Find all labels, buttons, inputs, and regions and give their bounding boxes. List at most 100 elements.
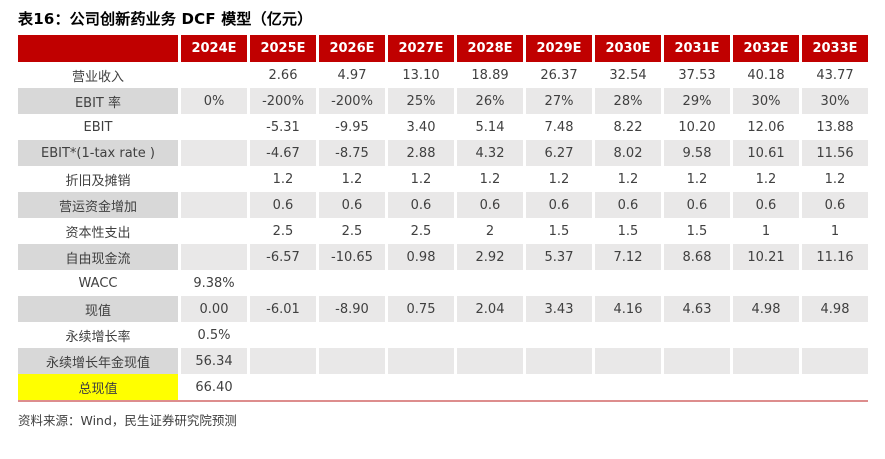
table-cell: 32.54 (609, 67, 647, 83)
column-header-2031E: 2031E (664, 35, 730, 62)
table-cell: 7.48 (544, 119, 574, 135)
row-label: WACC (78, 275, 118, 291)
table-cell: 0.6 (526, 192, 592, 218)
table-cell: 0.6 (664, 192, 730, 218)
table-cell (181, 244, 247, 270)
table-cell: 2 (485, 223, 495, 239)
table-cell: 4.97 (337, 67, 367, 83)
table-row: 折旧及摊销 1.2 1.2 1.2 1.2 1.2 1.2 1.2 1.2 1.2 (18, 166, 868, 192)
table-row: 营运资金增加 0.6 0.6 0.6 0.6 0.6 0.6 0.6 0.6 0.6 (18, 192, 868, 218)
table-cell: 8.22 (613, 119, 643, 135)
table-cell: 1.2 (272, 171, 294, 187)
table-row: 自由现金流 -6.57 -10.65 0.98 2.92 5.37 7.12 8.68 10.2… (18, 244, 868, 270)
table-cell (802, 348, 868, 374)
table-cell: 0.6 (319, 192, 385, 218)
table-cell (388, 374, 454, 400)
table-cell: 2.92 (457, 244, 523, 270)
table-cell (733, 270, 799, 296)
table-cell (664, 270, 730, 296)
table-row: WACC 9.38% (18, 270, 868, 296)
table-cell: 28% (595, 88, 661, 114)
table-cell: 30% (733, 88, 799, 114)
table-cell: 1.2 (548, 171, 570, 187)
table-cell: 29% (664, 88, 730, 114)
table-cell: 1.5 (548, 223, 570, 239)
table-cell: 10.20 (678, 119, 716, 135)
table-cell (733, 374, 799, 400)
table-cell (181, 140, 247, 166)
table-cell: 26.37 (540, 67, 578, 83)
table-cell: 11.16 (802, 244, 868, 270)
table-cell: 66.40 (195, 379, 233, 395)
table-cell: 1.2 (824, 171, 846, 187)
column-header-2029E: 2029E (526, 35, 592, 62)
table-cell: 43.77 (816, 67, 854, 83)
column-header-2024E: 2024E (181, 35, 247, 62)
table-row: 总现值 66.40 (18, 374, 868, 400)
table-cell (250, 322, 316, 348)
table-cell: 1.2 (686, 171, 708, 187)
table-cell: 0.6 (250, 192, 316, 218)
column-header-2030E: 2030E (595, 35, 661, 62)
table-cell (664, 374, 730, 400)
table-cell: -10.65 (319, 244, 385, 270)
table-cell (733, 348, 799, 374)
table-cell (181, 218, 247, 244)
table-cell: 8.02 (595, 140, 661, 166)
table-cell: 1.2 (341, 171, 363, 187)
table-cell: 4.63 (664, 296, 730, 322)
table-cell: 10.61 (733, 140, 799, 166)
table-cell: 13.10 (402, 67, 440, 83)
row-label: 永续增长率 (65, 329, 131, 345)
table-cell: 5.37 (526, 244, 592, 270)
table-cell: 9.38% (193, 275, 235, 291)
row-label: 总现值 (18, 374, 178, 400)
table-cell (181, 62, 247, 88)
table-header-row: 2024E 2025E 2026E 2027E 2028E 2029E 2030E 2031E… (18, 35, 868, 62)
table-bottom-rule (18, 400, 868, 402)
table-cell: 0% (181, 88, 247, 114)
table-cell: -200% (250, 88, 316, 114)
table-cell: 1.5 (617, 223, 639, 239)
table-cell (319, 270, 385, 296)
table-cell (733, 322, 799, 348)
header-empty-cell (18, 35, 178, 62)
table-cell (526, 322, 592, 348)
table-cell: 0.5% (197, 327, 231, 343)
table-cell: 18.89 (471, 67, 509, 83)
table-cell: 0.6 (457, 192, 523, 218)
table-cell: 3.43 (526, 296, 592, 322)
table-cell: 6.27 (526, 140, 592, 166)
source-note: 资料来源：Wind，民生证券研究院预测 (18, 413, 237, 428)
table-cell: 0.75 (388, 296, 454, 322)
table-cell (457, 322, 523, 348)
table-cell: 0.00 (181, 296, 247, 322)
table-cell: 30% (802, 88, 868, 114)
table-cell: 8.68 (664, 244, 730, 270)
table-row: 永续增长年金现值 56.34 (18, 348, 868, 374)
table-row: 营业收入 2.66 4.97 13.10 18.89 26.37 32.54 37.53 40.… (18, 62, 868, 88)
table-cell: -4.67 (250, 140, 316, 166)
table-cell (388, 270, 454, 296)
table-cell (388, 322, 454, 348)
table-cell: -8.90 (319, 296, 385, 322)
table-cell (526, 374, 592, 400)
table-cell (595, 322, 661, 348)
table-cell (802, 322, 868, 348)
dcf-table: 2024E 2025E 2026E 2027E 2028E 2029E 2030E 2031E… (15, 35, 871, 400)
table-cell: 0.6 (733, 192, 799, 218)
table-cell: 1.2 (410, 171, 432, 187)
table-cell: 5.14 (475, 119, 505, 135)
table-row: 现值 0.00 -6.01 -8.90 0.75 2.04 3.43 4.16 4.63 4.98… (18, 296, 868, 322)
column-header-2032E: 2032E (733, 35, 799, 62)
table-cell (457, 374, 523, 400)
row-label: 折旧及摊销 (65, 173, 131, 189)
table-title: 表16：公司创新药业务 DCF 模型（亿元） (18, 10, 313, 28)
table-cell (526, 348, 592, 374)
table-cell: 56.34 (181, 348, 247, 374)
table-cell: 1 (830, 223, 840, 239)
table-cell (595, 270, 661, 296)
row-label: 营业收入 (71, 69, 124, 85)
table-cell: 1.5 (686, 223, 708, 239)
table-cell (802, 374, 868, 400)
